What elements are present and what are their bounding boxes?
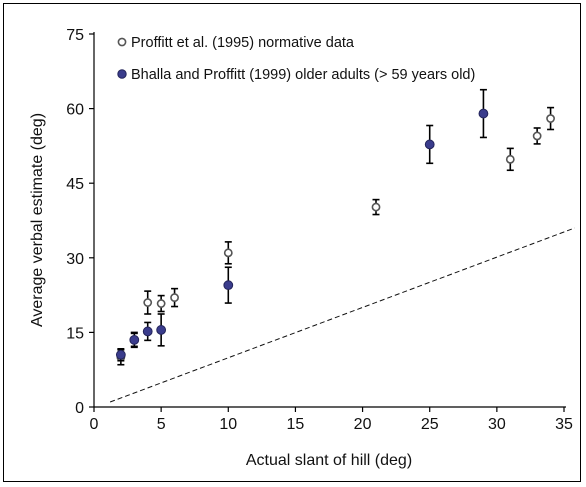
legend-label-series-2: Bhalla and Proffitt (1999) older adults … bbox=[131, 67, 475, 83]
x-tick-label: 15 bbox=[287, 416, 305, 433]
series-2 bbox=[115, 88, 489, 362]
legend-item-series-1: Proffitt et al. (1995) normative data bbox=[117, 35, 355, 51]
open-circle-marker bbox=[532, 131, 542, 141]
data-point bbox=[478, 88, 489, 139]
x-tick-label: 10 bbox=[219, 416, 237, 433]
filled-circle-marker bbox=[478, 108, 489, 119]
data-point bbox=[223, 241, 233, 265]
data-point bbox=[505, 147, 515, 172]
series-1 bbox=[116, 106, 555, 366]
legend-label-series-1: Proffitt et al. (1995) normative data bbox=[131, 35, 355, 51]
filled-circle-marker bbox=[424, 139, 435, 150]
x-tick-label: 20 bbox=[354, 416, 372, 433]
y-tick-label: 75 bbox=[66, 27, 84, 44]
x-tick-label: 25 bbox=[421, 416, 439, 433]
open-circle-marker bbox=[143, 298, 153, 307]
open-circle-marker bbox=[371, 202, 381, 212]
data-points-layer bbox=[115, 88, 555, 366]
filled-circle-marker bbox=[156, 325, 167, 335]
data-point bbox=[223, 266, 234, 304]
data-point bbox=[371, 198, 381, 216]
filled-circle-marker bbox=[142, 326, 153, 337]
open-circle-marker bbox=[170, 293, 179, 302]
y-tick-label: 60 bbox=[66, 102, 84, 119]
y-axis-title: Average verbal estimate (deg) bbox=[29, 113, 46, 327]
x-tick-label: 35 bbox=[555, 416, 573, 433]
open-circle-marker bbox=[156, 299, 166, 308]
data-point bbox=[143, 290, 153, 315]
x-tick-label: 0 bbox=[90, 416, 99, 433]
data-point bbox=[170, 287, 179, 308]
x-tick-label: 30 bbox=[488, 416, 506, 433]
data-point bbox=[142, 321, 153, 342]
y-tick-label: 30 bbox=[66, 251, 84, 268]
axes bbox=[93, 32, 566, 408]
open-circle-marker bbox=[223, 248, 233, 258]
chart-frame bbox=[3, 3, 581, 482]
reference-line-layer bbox=[109, 227, 575, 403]
open-circle-marker bbox=[505, 154, 515, 164]
legend: Proffitt et al. (1995) normative data Bh… bbox=[117, 35, 475, 83]
legend-item-series-2: Bhalla and Proffitt (1999) older adults … bbox=[117, 67, 475, 83]
open-circle-marker bbox=[546, 114, 555, 123]
legend-marker-open-circle bbox=[117, 37, 127, 47]
x-tick-label: 5 bbox=[157, 416, 166, 433]
data-point bbox=[156, 294, 166, 313]
data-point bbox=[546, 106, 555, 131]
data-point bbox=[115, 348, 126, 362]
y-tick-label: 45 bbox=[66, 176, 84, 193]
legend-marker-filled-circle bbox=[117, 69, 127, 79]
reference-line bbox=[109, 227, 575, 403]
filled-circle-marker bbox=[129, 334, 140, 345]
ticks-layer: 0 5 10 15 20 25 30 35 0 15 30 45 60 75 bbox=[66, 27, 573, 433]
data-point bbox=[532, 127, 542, 145]
y-tick-label: 15 bbox=[66, 325, 84, 342]
data-point bbox=[424, 124, 435, 165]
y-tick-label: 0 bbox=[75, 400, 84, 417]
data-point bbox=[129, 332, 140, 348]
x-axis-title: Actual slant of hill (deg) bbox=[246, 452, 412, 469]
filled-circle-marker bbox=[223, 280, 234, 291]
data-point bbox=[156, 313, 167, 347]
filled-circle-marker bbox=[115, 349, 126, 360]
